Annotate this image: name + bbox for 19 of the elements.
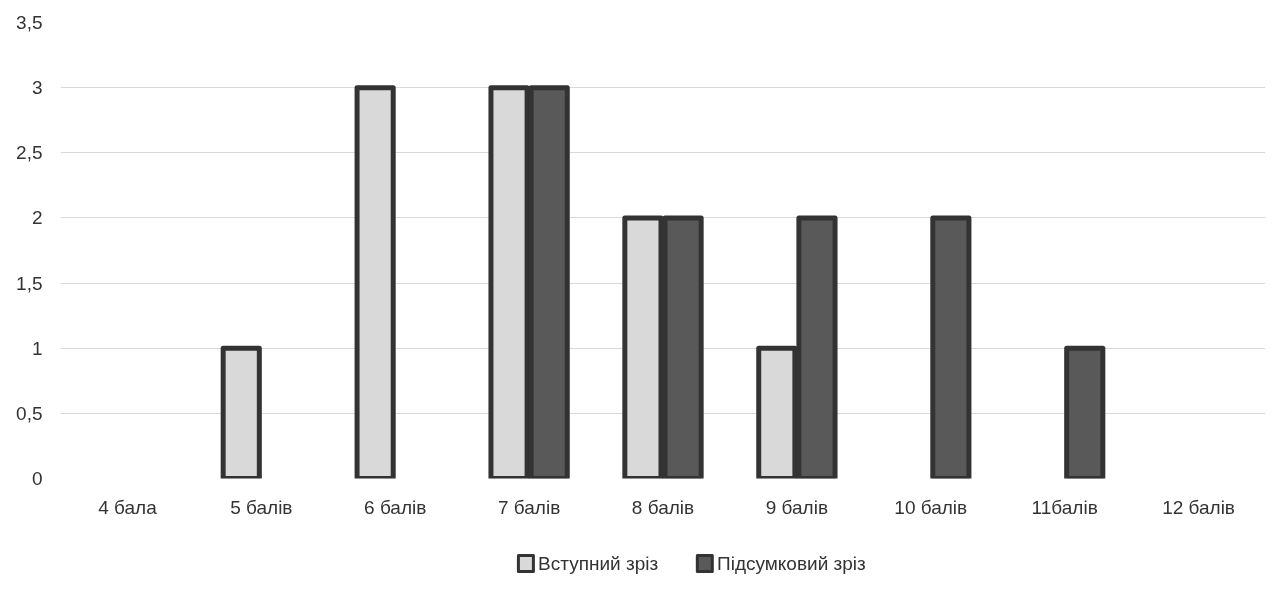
y-tick-label: 0: [31, 468, 43, 489]
legend-label: Вступний зріз: [538, 553, 659, 574]
y-tick-label: 1,5: [16, 272, 43, 294]
y-tick-label: 1: [31, 337, 43, 359]
y-tick-label: 2,5: [16, 142, 43, 164]
x-tick-label: 4 бала: [98, 496, 158, 518]
x-tick-label: 9 балів: [765, 496, 829, 518]
x-tick-label: 10 балів: [894, 496, 968, 518]
y-tick-label: 3: [31, 77, 43, 99]
y-tick-label: 2: [31, 207, 43, 229]
x-tick-label: 11балів: [1031, 496, 1098, 518]
x-tick-label: 8 балів: [631, 496, 695, 518]
y-tick-label: 3,5: [16, 12, 43, 33]
x-tick-label: 7 балів: [497, 496, 561, 518]
x-tick-label: 12 балів: [1162, 496, 1235, 518]
x-tick-label: 5 балів: [230, 496, 293, 518]
legend-label: Підсумковий зріз: [717, 553, 866, 574]
x-tick-label: 6 балів: [364, 496, 427, 518]
y-tick-label: 0,5: [16, 402, 43, 424]
